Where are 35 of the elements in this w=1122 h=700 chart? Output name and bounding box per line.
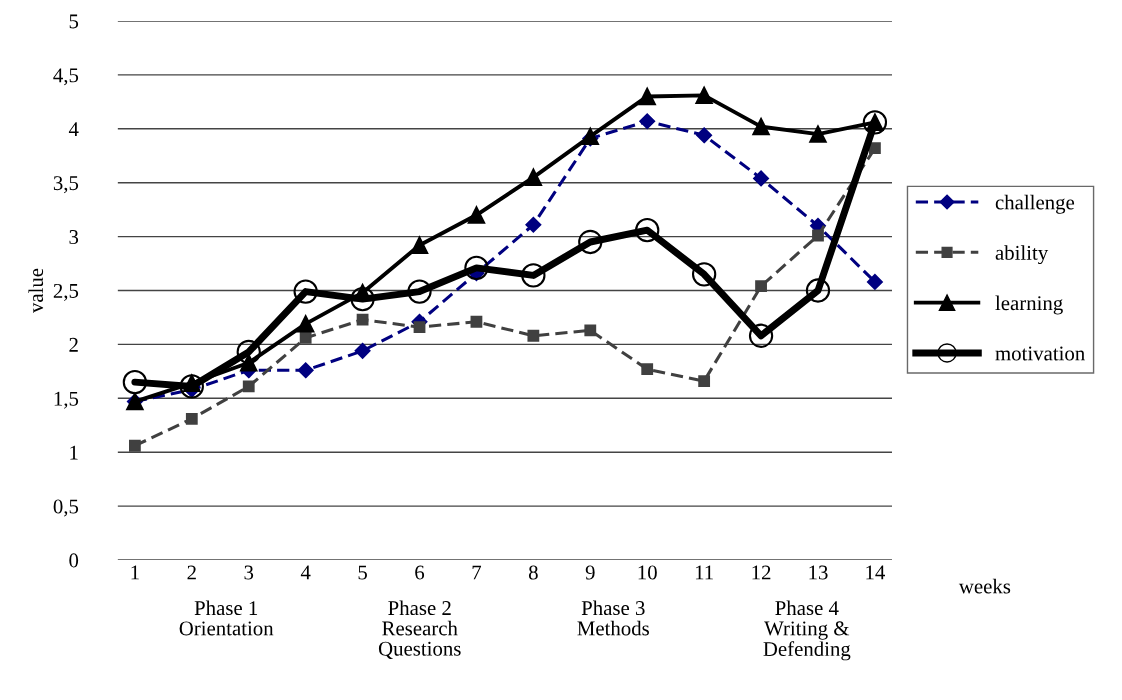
y-tick-label: 2,5 xyxy=(53,283,79,301)
x-tick-label: 11 xyxy=(695,565,713,580)
text: Phase 4 Writing & Defending xyxy=(763,600,851,661)
y-tick-label: 2 xyxy=(69,337,78,352)
text: Phase 2 Research Questions xyxy=(378,600,461,659)
y-tick-label: 0 xyxy=(69,553,79,568)
x-tick-label: 3 xyxy=(244,565,254,580)
legend-label: challenge xyxy=(995,194,1075,214)
text: Phase 1 Orientation xyxy=(179,600,274,636)
y-tick-label: 1 xyxy=(70,445,78,460)
legend-label: motivation xyxy=(995,346,1085,361)
x-tick-label: 10 xyxy=(638,565,657,580)
text: Phase 3 Methods xyxy=(577,600,649,636)
y-axis-title: value xyxy=(28,268,44,314)
y-tick-label: 3,5 xyxy=(53,176,79,194)
x-tick-label: 9 xyxy=(585,565,595,580)
y-tick-label: 5 xyxy=(69,14,79,29)
x-tick-label: 14 xyxy=(866,565,885,580)
x-tick-label: 8 xyxy=(528,565,538,580)
x-tick-label: 13 xyxy=(809,565,828,580)
y-tick-label: 1,5 xyxy=(54,391,79,409)
x-tick-label: 2 xyxy=(187,565,196,580)
legend-label: ability xyxy=(995,245,1049,265)
x-axis-title: weeks xyxy=(958,578,1011,594)
x-tick-label: 5 xyxy=(358,565,367,580)
y-tick-label: 4,5 xyxy=(53,68,79,86)
y-tick-label: 4 xyxy=(68,122,79,137)
x-tick-label: 1 xyxy=(131,565,139,580)
x-tick-label: 6 xyxy=(415,565,425,580)
legend-label: learning xyxy=(995,295,1063,315)
y-tick-label: 3 xyxy=(69,230,79,245)
x-tick-label: 12 xyxy=(752,565,771,580)
x-tick-label: 4 xyxy=(300,565,311,580)
x-tick-label: 7 xyxy=(472,565,482,580)
y-tick-label: 0,5 xyxy=(53,499,79,517)
